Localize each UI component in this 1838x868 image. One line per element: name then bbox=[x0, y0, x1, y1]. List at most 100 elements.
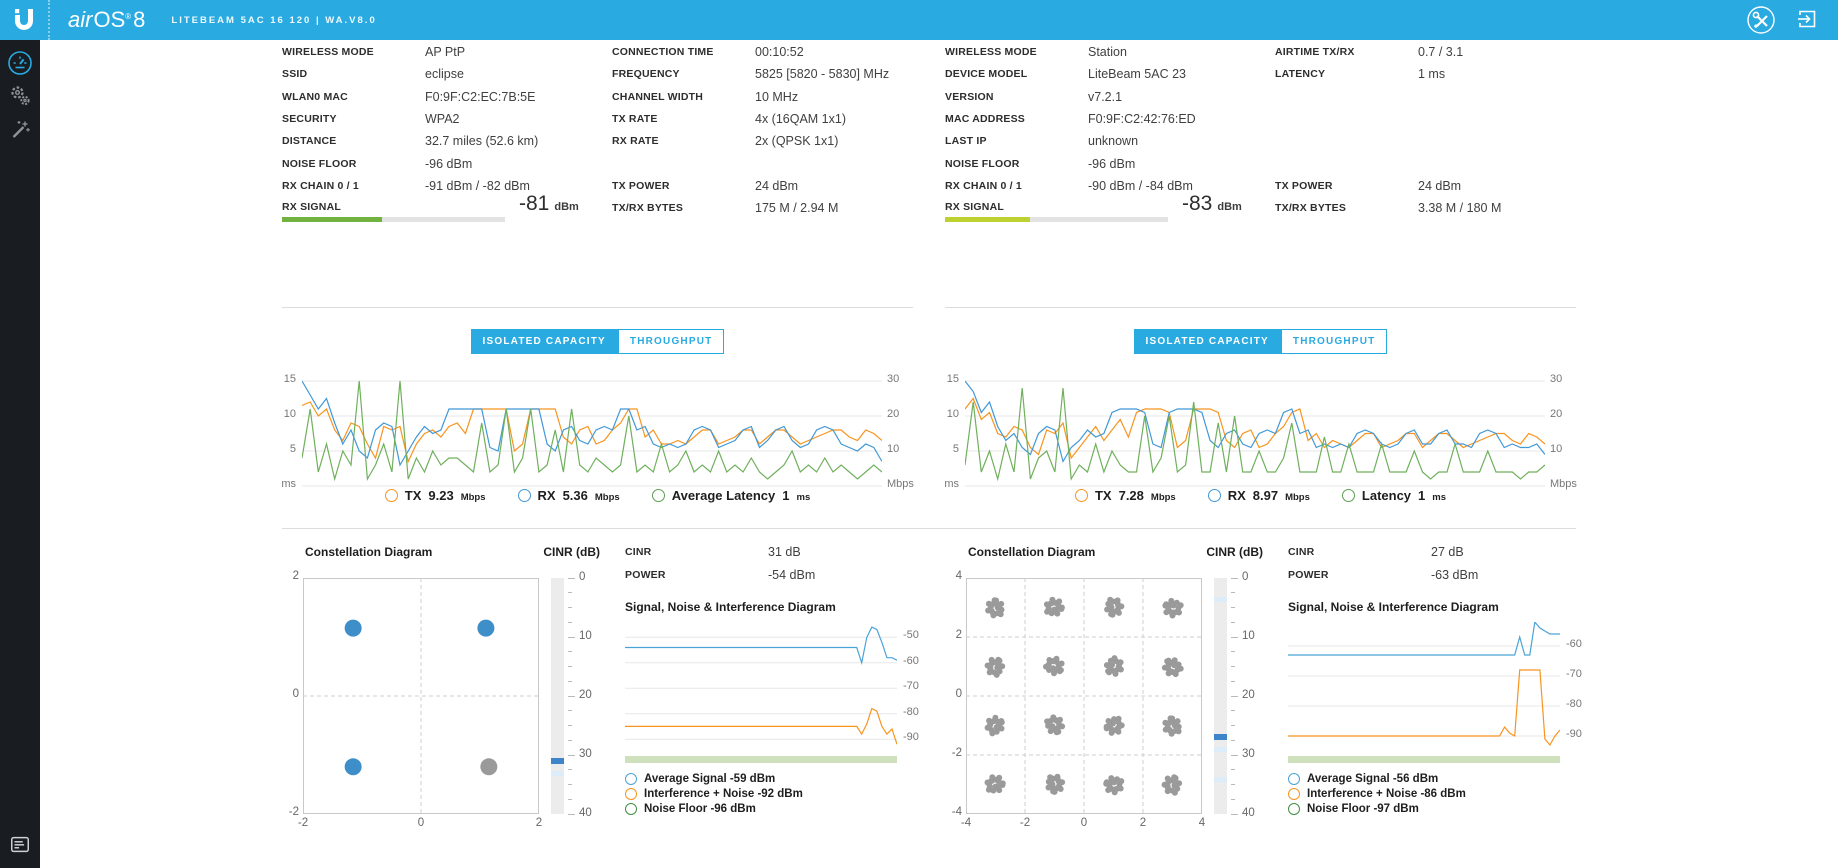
g-tick bbox=[568, 592, 572, 594]
cinr-value: 31 dB bbox=[768, 545, 801, 559]
field-label: VERSION bbox=[945, 91, 994, 103]
field-value: 10 MHz bbox=[755, 90, 799, 104]
c-ly: 2 bbox=[292, 570, 299, 582]
ubiquiti-logo-icon[interactable] bbox=[0, 7, 48, 33]
wizard-wand-icon[interactable] bbox=[8, 117, 32, 144]
avg-signal-legend-icon bbox=[1288, 773, 1300, 785]
cinr-gauge-track bbox=[551, 578, 564, 814]
field-label: CONNECTION TIME bbox=[612, 46, 714, 58]
rx-signal-value: -81 dBm bbox=[519, 192, 579, 216]
rx-signal-number: -83 bbox=[1182, 192, 1213, 215]
c-lx: 0 bbox=[417, 817, 425, 829]
ax-l: 15 bbox=[283, 373, 296, 385]
rx-signal-unit: dBm bbox=[554, 201, 579, 213]
airos-brand: air OS ® 8 bbox=[68, 7, 145, 33]
field-label: FREQUENCY bbox=[612, 68, 680, 80]
field-label: TX POWER bbox=[1275, 180, 1333, 192]
g-tick bbox=[568, 769, 572, 771]
chart-tabs: ISOLATED CAPACITY THROUGHPUT bbox=[282, 329, 913, 354]
field-value: 3.38 M / 180 M bbox=[1418, 201, 1502, 215]
tx-legend-icon bbox=[1074, 489, 1088, 502]
ax-r: 30 bbox=[887, 373, 900, 385]
power-value: -54 dBm bbox=[768, 568, 816, 582]
brand-air: air bbox=[68, 7, 93, 32]
ap-status-panel: WIRELESS MODE AP PtP SSID eclipse WLAN0 MA… bbox=[281, 40, 919, 868]
rx-signal-label: RX SIGNAL bbox=[945, 201, 1004, 213]
g-tick bbox=[1231, 607, 1235, 608]
c-lx: -2 bbox=[297, 817, 309, 829]
dashboard-gauge-icon[interactable] bbox=[7, 50, 33, 79]
signal-diagram-title: Signal, Noise & Interference Diagram bbox=[1288, 600, 1499, 614]
settings-gears-icon[interactable] bbox=[8, 84, 32, 111]
ax-r: 20 bbox=[887, 408, 900, 420]
cinr-title: CINR (dB) bbox=[1206, 545, 1263, 559]
g-marker bbox=[1214, 734, 1227, 741]
section-divider bbox=[945, 307, 1576, 308]
field-label: MAC ADDRESS bbox=[945, 113, 1025, 125]
topbar-divider bbox=[48, 0, 50, 40]
throughput-chart: 5 10 15 ms 10 20 30 Mbps bbox=[281, 373, 914, 490]
interference-legend-icon bbox=[625, 788, 637, 800]
field-value: 175 M / 2.94 M bbox=[755, 201, 839, 215]
cinr-gauge-track bbox=[1214, 578, 1227, 814]
legend-item-tx: TX 7.28 Mbps bbox=[1074, 488, 1176, 503]
feedback-chat-icon[interactable] bbox=[9, 834, 31, 859]
ax-r2: -80 bbox=[903, 705, 919, 718]
rx-signal-number: -81 bbox=[519, 192, 550, 215]
cinr-label: CINR bbox=[625, 546, 652, 558]
g-tick bbox=[1231, 739, 1235, 741]
field-label: TX/RX BYTES bbox=[612, 202, 684, 214]
legend-item-rx: RX 5.36 Mbps bbox=[517, 488, 620, 503]
field-label: LAST IP bbox=[945, 135, 987, 147]
field-value: Station bbox=[1088, 45, 1127, 59]
c-lx: -4 bbox=[960, 817, 972, 829]
g-tick bbox=[1231, 798, 1235, 800]
brand-os: OS bbox=[93, 7, 126, 32]
legend-item-avg-signal: Average Signal -56 dBm bbox=[1288, 773, 1466, 785]
cinr-value: 27 dB bbox=[1431, 545, 1464, 559]
c-ly: 0 bbox=[955, 688, 962, 700]
brand-reg: ® bbox=[125, 12, 132, 21]
latency-legend-icon bbox=[651, 489, 665, 502]
field-value: 24 dBm bbox=[755, 179, 799, 193]
interference-legend-icon bbox=[1288, 788, 1300, 800]
cinr-gauge: 0 10 20 30 40 bbox=[1214, 571, 1266, 819]
logout-icon[interactable] bbox=[1796, 5, 1818, 35]
ax-r: 20 bbox=[1550, 408, 1563, 420]
field-value: 5825 [5820 - 5830] MHz bbox=[755, 67, 890, 81]
cinr-gauge: 0 10 20 30 40 bbox=[551, 571, 603, 819]
legend-item-noise-floor: Noise Floor -96 dBm bbox=[625, 803, 803, 815]
field-label: TX RATE bbox=[612, 113, 658, 125]
field-label: SSID bbox=[282, 68, 308, 80]
field-label: AIRTIME TX/RX bbox=[1275, 46, 1355, 58]
tools-icon[interactable] bbox=[1746, 5, 1776, 35]
g-lab: 20 bbox=[1242, 689, 1255, 701]
noise-floor-band bbox=[625, 756, 897, 763]
legend-item-latency: Latency 1 ms bbox=[1341, 488, 1446, 503]
throughput-chart: 5 10 15 ms 10 20 30 Mbps bbox=[944, 373, 1577, 490]
field-label: SECURITY bbox=[282, 113, 337, 125]
constellation-title: Constellation Diagram bbox=[968, 545, 1096, 559]
tx-legend-icon bbox=[384, 489, 398, 502]
tab-throughput[interactable]: THROUGHPUT bbox=[617, 329, 725, 354]
cinr-label: CINR bbox=[1288, 546, 1315, 558]
constellation-diagram: -4 -4 -2 -2 0 0 2 2 4 4 bbox=[952, 570, 1205, 829]
field-label: WLAN0 MAC bbox=[282, 91, 348, 103]
tab-isolated-capacity[interactable]: ISOLATED CAPACITY bbox=[1133, 329, 1281, 354]
tab-throughput[interactable]: THROUGHPUT bbox=[1280, 329, 1388, 354]
g-tick bbox=[568, 725, 572, 726]
noise-floor-legend-icon bbox=[1288, 803, 1300, 815]
avg-signal-legend-icon bbox=[625, 773, 637, 785]
field-value: 2x (QPSK 1x1) bbox=[755, 134, 839, 148]
ax-r: Mbps bbox=[887, 478, 914, 490]
g-lab: 0 bbox=[1242, 571, 1249, 583]
field-value: 4x (16QAM 1x1) bbox=[755, 112, 847, 126]
field-label: WIRELESS MODE bbox=[282, 46, 374, 58]
rx-signal-bar bbox=[282, 217, 505, 222]
g-tick bbox=[568, 577, 575, 579]
field-value: -96 dBm bbox=[1088, 157, 1136, 171]
legend-item-interference: Interference + Noise -92 dBm bbox=[625, 788, 803, 800]
tab-isolated-capacity[interactable]: ISOLATED CAPACITY bbox=[470, 329, 618, 354]
signal-noise-chart: -60 -70 -80 -90 bbox=[1288, 620, 1582, 757]
legend-item-latency: Average Latency 1 ms bbox=[651, 488, 810, 503]
